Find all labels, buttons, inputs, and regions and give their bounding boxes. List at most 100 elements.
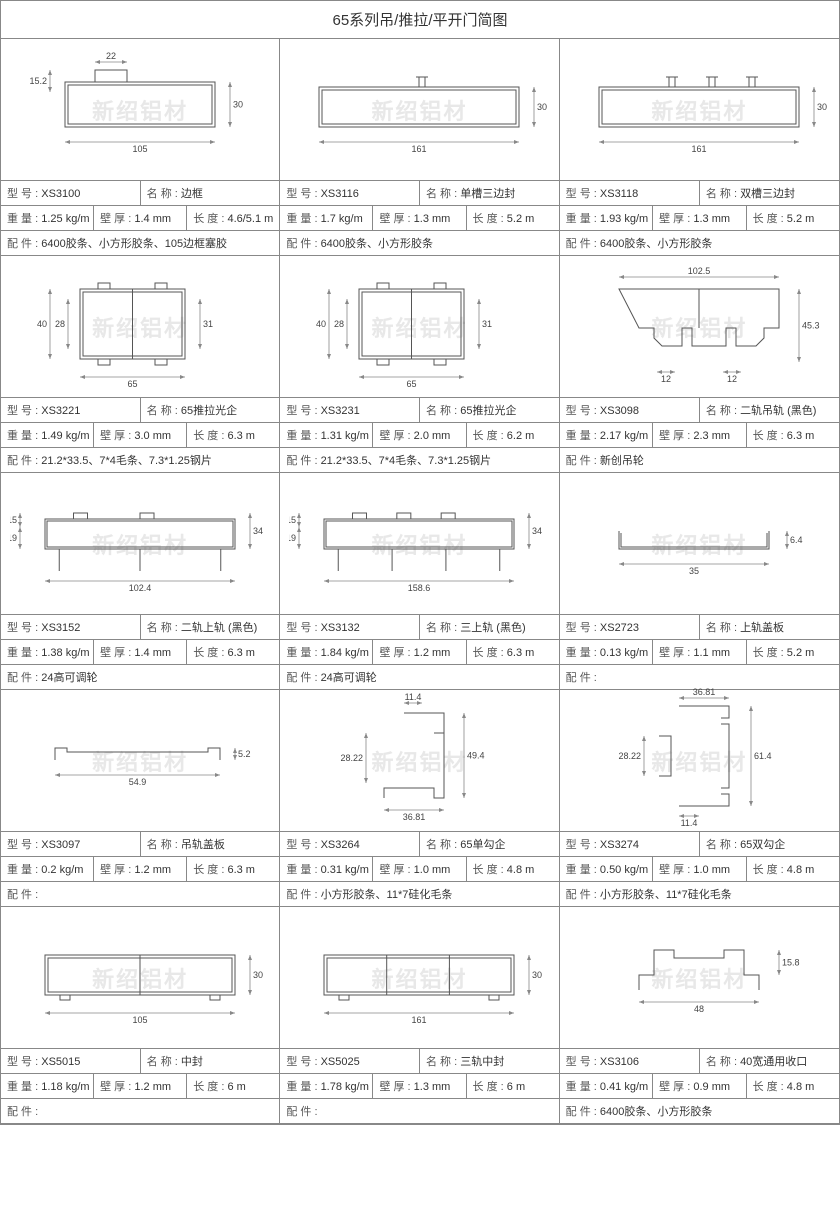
name-cell: 名 称 : 三上轨 (黑色): [420, 615, 559, 639]
model-value: XS3097: [41, 839, 80, 851]
svg-text:31: 31: [482, 319, 492, 329]
thickness-value: 1.2 mm: [134, 1081, 171, 1093]
model-value: XS3221: [41, 405, 80, 417]
accessories-cell: 配 件 : 6400胶条、小方形胶条: [280, 231, 558, 256]
catalog-cell: 新绍铝材 22 15.2 30 105 型 号 : XS3100 名 称 : 边…: [1, 39, 280, 256]
length-value: 6 m: [507, 1081, 525, 1093]
svg-text:34: 34: [532, 526, 542, 536]
catalog-cell: 新绍铝材 36.81 61.4 28.22 11.4 型 号 : XS3274 …: [560, 690, 839, 907]
accessories-value: 21.2*33.5、7*4毛条、7.3*1.25钢片: [41, 455, 212, 467]
weight-cell: 重 量 : 1.38 kg/m: [1, 640, 94, 664]
name-cell: 名 称 : 三轨中封: [420, 1049, 559, 1073]
weight-value: 1.25 kg/m: [41, 213, 89, 225]
name-cell: 名 称 : 双槽三边封: [700, 181, 839, 205]
name-cell: 名 称 : 中封: [141, 1049, 280, 1073]
name-value: 65单勾企: [460, 839, 505, 851]
svg-text:28.22: 28.22: [341, 753, 364, 763]
svg-text:40: 40: [37, 319, 47, 329]
profile-drawing: 新绍铝材 5.2 54.9: [1, 690, 279, 832]
model-value: XS2723: [600, 622, 639, 634]
svg-text:22: 22: [106, 51, 116, 61]
profile-svg: 15 19 34 102.4: [10, 471, 270, 616]
thickness-cell: 壁 厚 : 1.2 mm: [94, 1074, 187, 1098]
thickness-cell: 壁 厚 : 1.3 mm: [373, 206, 466, 230]
model-value: XS3098: [600, 405, 639, 417]
model-cell: 型 号 : XS3152: [1, 615, 141, 639]
name-value: 二轨吊轨 (黑色): [740, 405, 816, 417]
name-value: 双槽三边封: [740, 188, 795, 200]
svg-text:61.4: 61.4: [754, 751, 772, 761]
svg-text:30: 30: [537, 102, 547, 112]
length-value: 5.2 m: [787, 213, 815, 225]
weight-value: 1.18 kg/m: [41, 1081, 89, 1093]
catalog-cell: 新绍铝材 15.8 48 型 号 : XS3106 名 称 : 40宽通用收口 …: [560, 907, 839, 1124]
thickness-value: 1.4 mm: [134, 647, 171, 659]
name-cell: 名 称 : 40宽通用收口: [700, 1049, 839, 1073]
weight-cell: 重 量 : 0.2 kg/m: [1, 857, 94, 881]
catalog-cell: 新绍铝材 6.4 35 型 号 : XS2723 名 称 : 上轨盖板 重 量 …: [560, 473, 839, 690]
accessories-cell: 配 件 : 6400胶条、小方形胶条: [560, 231, 839, 256]
name-value: 边框: [181, 188, 203, 200]
weight-cell: 重 量 : 1.49 kg/m: [1, 423, 94, 447]
length-value: 4.8 m: [507, 864, 535, 876]
profile-svg: 40 28 31 65: [289, 254, 549, 399]
catalog-cell: 新绍铝材 30 161 型 号 : XS3116 名 称 : 单槽三边封 重 量…: [280, 39, 559, 256]
model-value: XS3116: [321, 188, 359, 200]
profile-drawing: 新绍铝材 15 19 34 102.4: [1, 473, 279, 615]
name-cell: 名 称 : 二轨上轨 (黑色): [141, 615, 280, 639]
catalog-cell: 新绍铝材 15 19 34 102.4 型 号 : XS3152 名 称 : 二…: [1, 473, 280, 690]
model-cell: 型 号 : XS3118: [560, 181, 700, 205]
thickness-cell: 壁 厚 : 1.2 mm: [94, 857, 187, 881]
page-title: 65系列吊/推拉/平开门简图: [1, 1, 839, 39]
svg-text:12: 12: [727, 374, 737, 384]
name-cell: 名 称 : 65双勾企: [700, 832, 839, 856]
catalog-cell: 新绍铝材 30 161 型 号 : XS3118 名 称 : 双槽三边封: [560, 39, 839, 256]
thickness-value: 1.3 mm: [414, 213, 451, 225]
profile-svg: 30 161: [569, 37, 829, 182]
profile-svg: 15 19 34 158.6: [289, 471, 549, 616]
model-cell: 型 号 : XS3221: [1, 398, 141, 422]
length-value: 6.3 m: [227, 864, 255, 876]
svg-text:105: 105: [133, 1015, 148, 1025]
name-value: 中封: [181, 1056, 203, 1068]
thickness-cell: 壁 厚 : 1.2 mm: [373, 640, 466, 664]
length-value: 6.3 m: [507, 647, 535, 659]
length-value: 6.3 m: [787, 430, 815, 442]
accessories-value: 小方形胶条、11*7硅化毛条: [600, 889, 732, 901]
profile-drawing: 新绍铝材 11.4 49.4 28.22 36.81: [280, 690, 558, 832]
svg-text:15.8: 15.8: [782, 958, 800, 968]
svg-text:105: 105: [133, 144, 148, 154]
accessories-cell: 配 件 : 24高可调轮: [1, 665, 279, 690]
catalog-grid: 新绍铝材 22 15.2 30 105 型 号 : XS3100 名 称 : 边…: [1, 39, 839, 1124]
length-cell: 长 度 : 5.2 m: [747, 640, 839, 664]
model-cell: 型 号 : XS5015: [1, 1049, 141, 1073]
profile-drawing: 新绍铝材 30 161: [280, 39, 558, 181]
accessories-cell: 配 件 :: [1, 882, 279, 907]
length-cell: 长 度 : 5.2 m: [467, 206, 559, 230]
thickness-value: 3.0 mm: [134, 430, 171, 442]
profile-drawing: 新绍铝材 6.4 35: [560, 473, 839, 615]
svg-text:28: 28: [55, 319, 65, 329]
length-cell: 长 度 : 6 m: [467, 1074, 559, 1098]
model-value: XS5025: [321, 1056, 360, 1068]
svg-text:15: 15: [289, 515, 296, 525]
catalog-cell: 新绍铝材 30 161 型 号 : XS5025 名 称 : 三轨中封 重 量 …: [280, 907, 559, 1124]
weight-value: 1.38 kg/m: [41, 647, 89, 659]
svg-text:12: 12: [661, 374, 671, 384]
model-value: XS3106: [600, 1056, 639, 1068]
svg-text:158.6: 158.6: [408, 583, 431, 593]
thickness-cell: 壁 厚 : 2.0 mm: [373, 423, 466, 447]
name-value: 二轨上轨 (黑色): [181, 622, 257, 634]
svg-text:6.4: 6.4: [790, 535, 803, 545]
length-cell: 长 度 : 6.3 m: [187, 640, 279, 664]
name-cell: 名 称 : 65单勾企: [420, 832, 559, 856]
weight-value: 1.78 kg/m: [321, 1081, 369, 1093]
model-cell: 型 号 : XS3132: [280, 615, 420, 639]
length-cell: 长 度 : 4.8 m: [747, 1074, 839, 1098]
length-value: 6.2 m: [507, 430, 535, 442]
svg-text:11.4: 11.4: [405, 692, 422, 702]
profile-drawing: 新绍铝材 30 105: [1, 907, 279, 1049]
thickness-cell: 壁 厚 : 3.0 mm: [94, 423, 187, 447]
name-value: 65双勾企: [740, 839, 785, 851]
accessories-cell: 配 件 : 21.2*33.5、7*4毛条、7.3*1.25钢片: [280, 448, 558, 473]
